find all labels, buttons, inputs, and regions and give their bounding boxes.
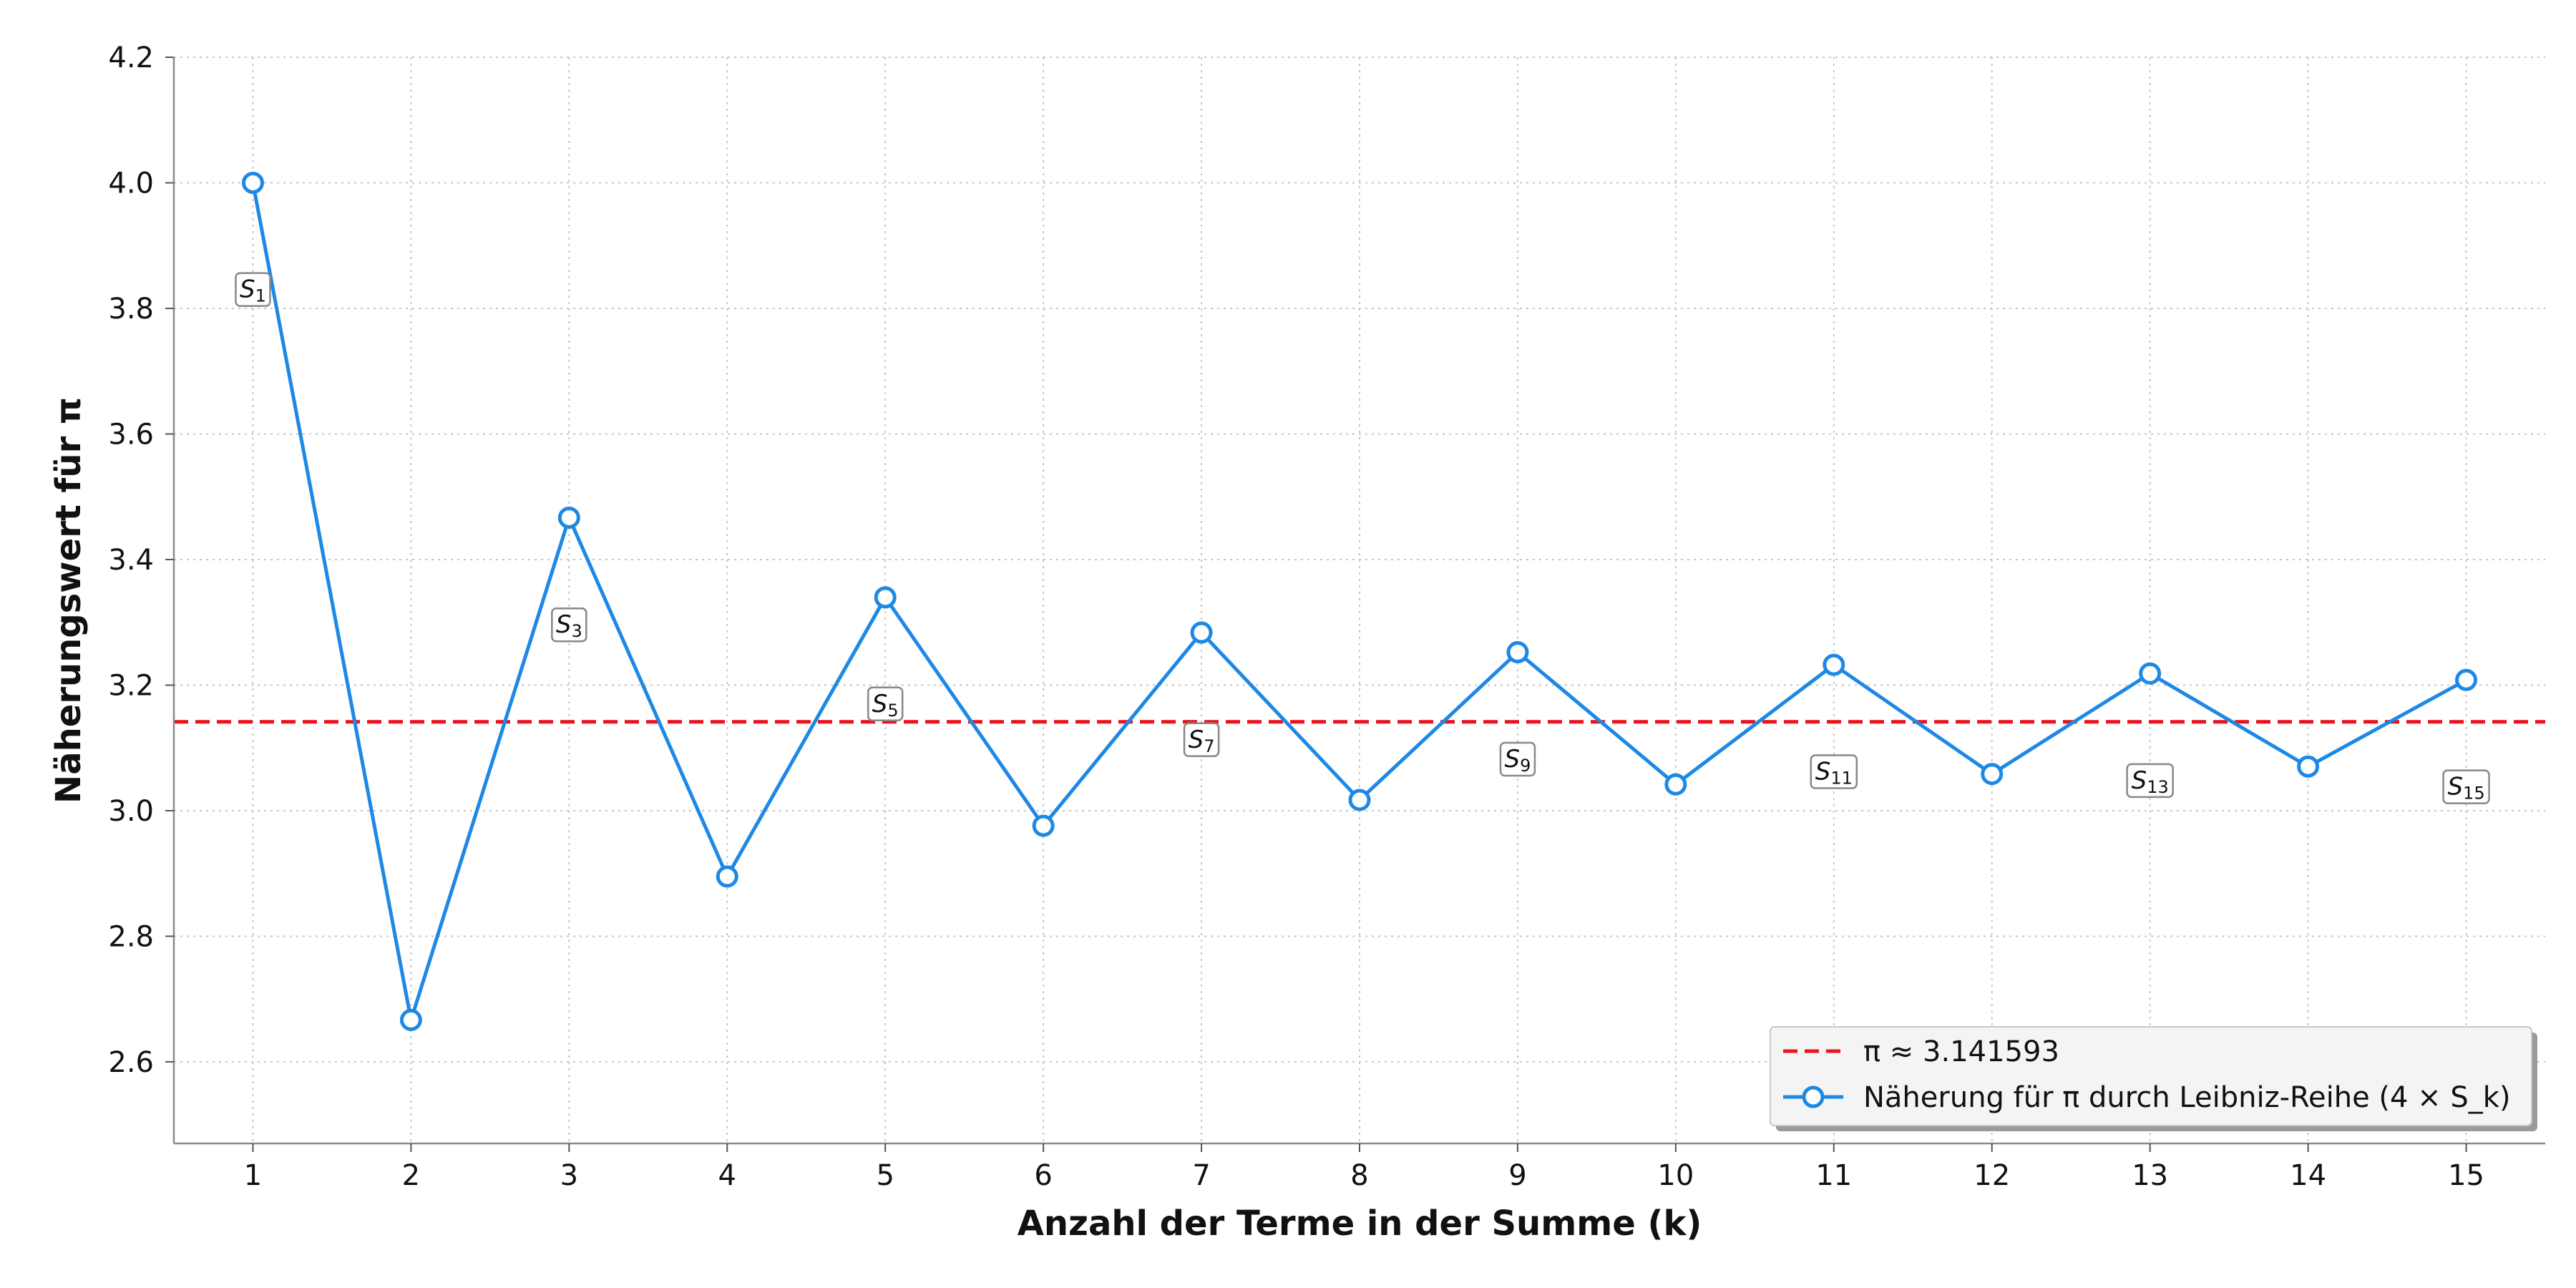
- x-tick-label: 5: [876, 1159, 894, 1192]
- x-tick-label: 14: [2290, 1159, 2326, 1192]
- data-point: [399, 1008, 422, 1031]
- data-point: [1981, 763, 2004, 786]
- data-point: [716, 865, 738, 888]
- annotation: S7: [1183, 722, 1220, 758]
- x-tick-label: 8: [1350, 1159, 1368, 1192]
- annotation-box: [1810, 754, 1858, 789]
- annotation-label: S7: [1189, 726, 1215, 756]
- legend: π ≈ 3.141593 Näherung für π durch Leibni…: [1770, 1026, 2537, 1131]
- y-tick-label: 4.0: [108, 167, 154, 200]
- legend-label-series: Näherung für π durch Leibniz-Reihe (4 × …: [1863, 1081, 2511, 1114]
- y-tick-label: 3.6: [108, 418, 154, 451]
- y-tick-label: 4.2: [108, 42, 154, 74]
- tick-labels: 1 2 3 4 5 6 7 8 9 10 11 12 13 14 152.62.83.03.23.43.63…: [108, 42, 2484, 1192]
- y-tick-label: 3.2: [108, 669, 154, 702]
- annotation: S5: [867, 686, 904, 722]
- x-tick-label: 2: [402, 1159, 420, 1192]
- x-tick-label: 4: [718, 1159, 736, 1192]
- series-layer: [241, 171, 2478, 1031]
- annotation: S1: [235, 272, 271, 307]
- data-point: [1823, 653, 1845, 676]
- annotation-box: [1183, 722, 1220, 758]
- y-axis-title: Näherungswert für π: [49, 397, 89, 804]
- x-tick-label: 9: [1508, 1159, 1526, 1192]
- annotation-label: S1: [240, 275, 266, 306]
- x-tick-label: 3: [560, 1159, 578, 1192]
- x-axis-title: Anzahl der Terme in der Summe (k): [1018, 1204, 1702, 1244]
- annotation-box: [1499, 741, 1536, 777]
- x-tick-label: 10: [1657, 1159, 1694, 1192]
- legend-marker-series: [1802, 1085, 1825, 1108]
- data-point: [241, 171, 264, 194]
- data-point: [557, 506, 580, 529]
- annotation: S3: [551, 607, 587, 643]
- x-tick-label: 6: [1034, 1159, 1052, 1192]
- annotation-box: [235, 272, 271, 307]
- annotation: S11: [1810, 754, 1858, 789]
- x-tick-label: 11: [1815, 1159, 1852, 1192]
- data-point: [1190, 621, 1213, 644]
- annotation: S13: [2126, 763, 2174, 799]
- data-point: [2455, 668, 2478, 691]
- legend-box: [1770, 1026, 2532, 1126]
- x-tick-label: 12: [1974, 1159, 2010, 1192]
- annotation-label: S15: [2447, 773, 2484, 804]
- data-point: [1506, 640, 1529, 663]
- annotation-label: S9: [1504, 745, 1531, 776]
- grid: [174, 57, 2545, 1143]
- y-tick-label: 2.6: [108, 1046, 154, 1079]
- data-point: [1664, 773, 1687, 796]
- x-tick-label: 15: [2448, 1159, 2484, 1192]
- annotation-label: S3: [556, 610, 582, 641]
- annotation-layer: S1 S3 S5 S7 S9 S11 S13 S15: [235, 272, 2490, 804]
- data-point: [1032, 814, 1055, 837]
- annotation-label: S5: [872, 690, 899, 721]
- annotation-box: [551, 607, 587, 643]
- y-tick-label: 3.0: [108, 795, 154, 828]
- x-tick-label: 7: [1192, 1159, 1210, 1192]
- annotation-box: [2442, 769, 2490, 804]
- x-tick-label: 1: [244, 1159, 262, 1192]
- annotation-label: S13: [2132, 766, 2169, 797]
- y-tick-label: 2.8: [108, 920, 154, 953]
- x-tick-label: 13: [2132, 1159, 2168, 1192]
- annotation: S9: [1499, 741, 1536, 777]
- y-tick-label: 3.4: [108, 544, 154, 577]
- data-point: [2139, 662, 2162, 685]
- data-point: [874, 586, 897, 609]
- annotation-label: S11: [1815, 758, 1853, 789]
- y-tick-label: 3.8: [108, 293, 154, 326]
- annotation: S15: [2442, 769, 2490, 804]
- data-point: [2297, 755, 2320, 778]
- data-point: [1348, 789, 1371, 811]
- annotation-box: [2126, 763, 2174, 799]
- legend-label-reference: π ≈ 3.141593: [1863, 1035, 2059, 1068]
- annotation-box: [867, 686, 904, 722]
